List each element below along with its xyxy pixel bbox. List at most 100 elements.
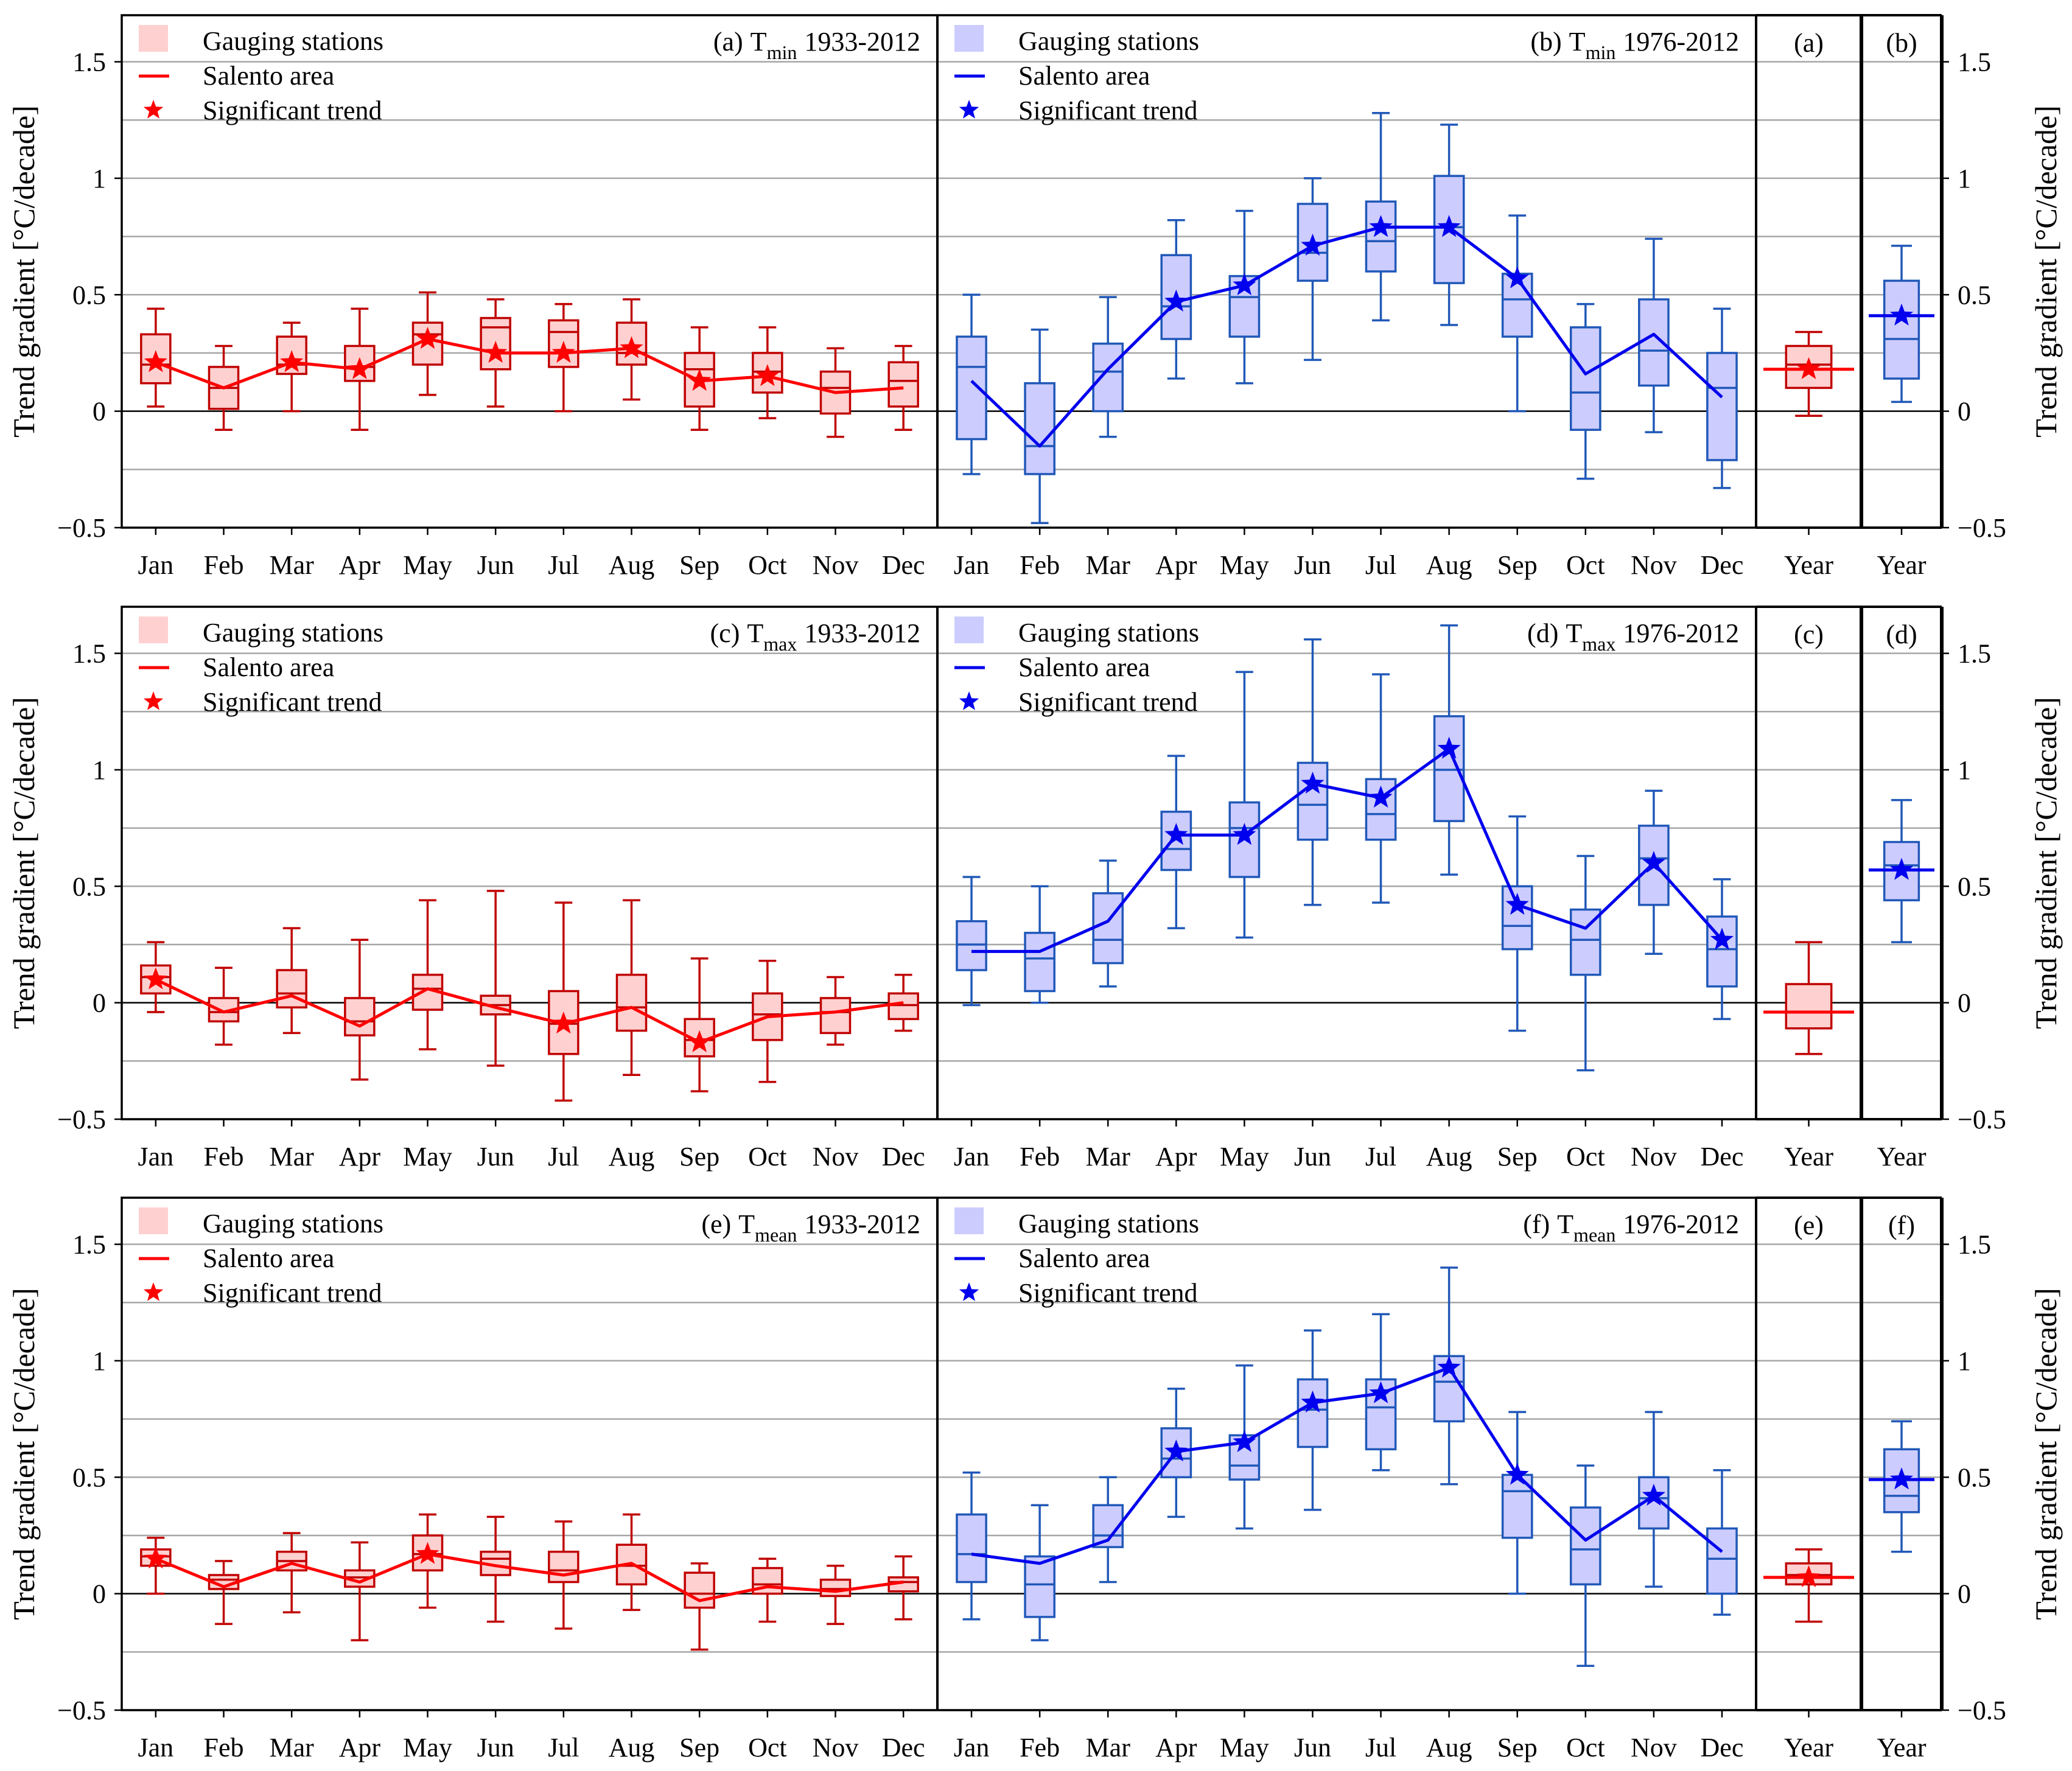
box-iqr [1785,983,1833,1030]
x-tick-label-nov: Nov [813,550,859,580]
box-year [1785,941,1833,1055]
box-iqr [548,1550,579,1584]
y-tick-label: −0.5 [57,513,106,543]
panel-title-var: T [751,27,767,57]
significant-star-apr [1164,1439,1188,1462]
x-tick-label-dec: Dec [882,1733,925,1762]
legend: Gauging stations Salento area Significant … [954,617,1199,717]
panel-title-label: (a) [713,27,743,57]
box-iqr [1092,342,1124,413]
x-tick-label-feb: Feb [204,1733,244,1762]
box-year [1785,1548,1833,1623]
x-tick-label-feb: Feb [1020,1142,1060,1172]
box-iqr [615,973,648,1032]
significant-star-year [1890,1467,1913,1490]
legend: Gauging stations Salento area Significant … [954,1207,1199,1308]
significant-star-sep [688,368,712,391]
legend-label-salento: Salento area [203,1243,334,1273]
x-tick-label-may: May [1220,550,1269,580]
significant-star-apr [1164,823,1188,845]
panel-title: (b) Tmin 1976-2012 [1530,27,1739,63]
panel-title-subscript: max [1582,633,1615,655]
x-tick-label-sep: Sep [679,550,719,580]
box-apr [344,1541,376,1641]
box-oct [1569,1464,1601,1668]
box-dec [887,344,919,431]
significant-star-jul [551,1011,575,1034]
salento-line [155,978,904,1044]
x-tick-label-jul: Jul [548,550,579,580]
x-tick-label-apr: Apr [1155,1142,1197,1172]
y-tick-label: −0.5 [1958,513,2006,543]
box-dec [1706,878,1738,1021]
panel-title-period: 1976-2012 [1623,1209,1739,1239]
legend-label-gauging: Gauging stations [1018,1209,1199,1238]
monthly-frame [121,14,1757,529]
box-iqr [887,992,919,1021]
box-year [1883,245,1920,403]
box-iqr [1092,892,1124,965]
box-iqr [887,361,919,408]
box-dec [1706,1469,1738,1616]
box-aug [615,899,648,1077]
x-tick-label-mar: Mar [270,550,315,580]
significant-star-jun [1301,771,1325,794]
significant-star-aug [1437,736,1461,759]
y-axis-title-left: Trend gradient [°C/decade] [7,105,41,438]
box-sep [684,1562,715,1651]
panel-title-var: T [747,618,763,648]
x-tick-label-dec: Dec [1701,550,1744,580]
x-tick-label-mar: Mar [1086,1733,1131,1762]
x-tick-label-nov: Nov [1631,550,1677,580]
x-tick-label-aug: Aug [609,550,655,580]
box-jun [1297,1329,1329,1511]
box-apr [1160,755,1192,929]
legend-label-salento: Salento area [203,652,334,682]
legend-swatch-gauging [139,1207,168,1234]
box-jul [548,1520,579,1630]
y-tick-label: 1 [1958,1346,1971,1376]
box-feb [208,1560,240,1626]
panel-title-period: 1933-2012 [804,1209,920,1239]
row-3: Jan Feb Mar Apr May Jun Jul Aug Sep Oct Nov Dec(e) T… [7,1196,2063,1762]
legend-label-significant: Significant trend [1018,687,1198,717]
significant-star-sep [1505,1462,1529,1485]
x-tick-label-sep: Sep [1497,1142,1538,1172]
box-iqr [1883,279,1920,380]
legend-swatch-gauging [954,25,984,52]
x-tick-label-feb: Feb [204,550,244,580]
y-tick-label: 1 [1958,164,1971,194]
y-axis-right: −0.5 0 0.5 1 1.5 Trend gradient [°C/decade] [1942,639,2063,1134]
y-axis-right: −0.5 0 0.5 1 1.5 Trend gradient [°C/decade] [1942,1230,2063,1725]
x-tick-label-nov: Nov [813,1733,859,1762]
y-tick-label: 0.5 [1958,280,1991,310]
box-jul [548,901,579,1102]
x-tick-label-jul: Jul [1365,1142,1396,1172]
year-panel-label: (e) [1794,1210,1824,1240]
x-tick-label-aug: Aug [1426,1142,1472,1172]
significant-star-jul [551,341,575,363]
x-tick-label-sep: Sep [679,1142,719,1172]
box-mar [1092,1476,1124,1584]
x-tick-label-jun: Jun [1294,550,1331,580]
panel-title-subscript: min [767,41,797,63]
panel-title-var: T [1557,1209,1573,1239]
box-mar [1092,296,1124,438]
box-iqr [1706,352,1738,461]
y-tick-label: 1 [93,1346,106,1376]
panel-title-label: (b) [1530,27,1561,57]
y-tick-label: 0.5 [72,280,106,310]
legend-label-significant: Significant trend [203,1278,382,1308]
box-mar [1092,859,1124,988]
panel-title-var: T [1566,618,1582,648]
box-iqr [1024,382,1055,475]
salento-line [155,337,904,394]
x-tick-label-oct: Oct [1566,1142,1605,1172]
legend-star-icon [143,100,164,119]
y-tick-label: 0.5 [72,1462,106,1492]
significant-star-sep [1505,892,1529,915]
box-jan [956,1471,987,1621]
panel-title-subscript: mean [755,1224,797,1246]
x-tick-label-may: May [403,550,452,580]
x-tick-label-feb: Feb [1020,550,1060,580]
